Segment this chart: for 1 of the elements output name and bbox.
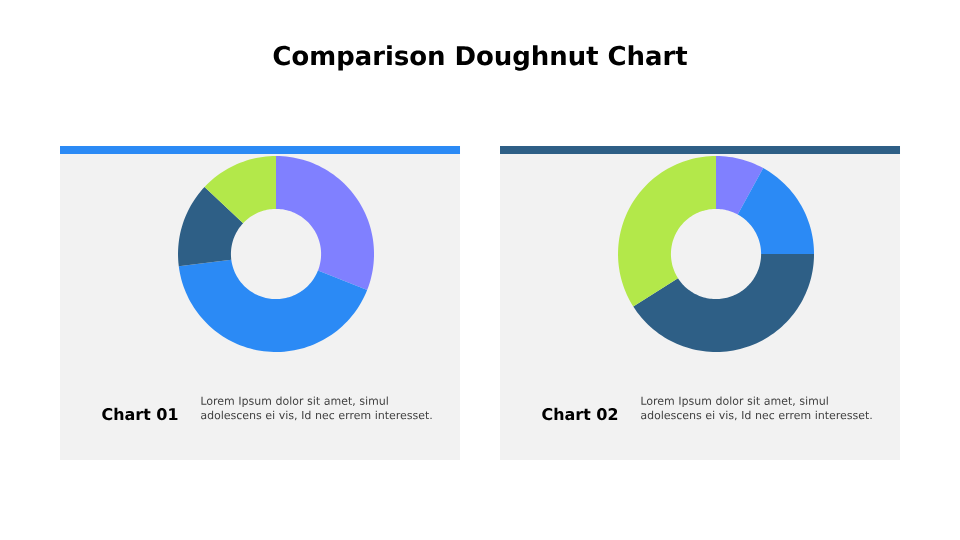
text: Comparison Doughnut Chart (273, 45, 688, 71)
